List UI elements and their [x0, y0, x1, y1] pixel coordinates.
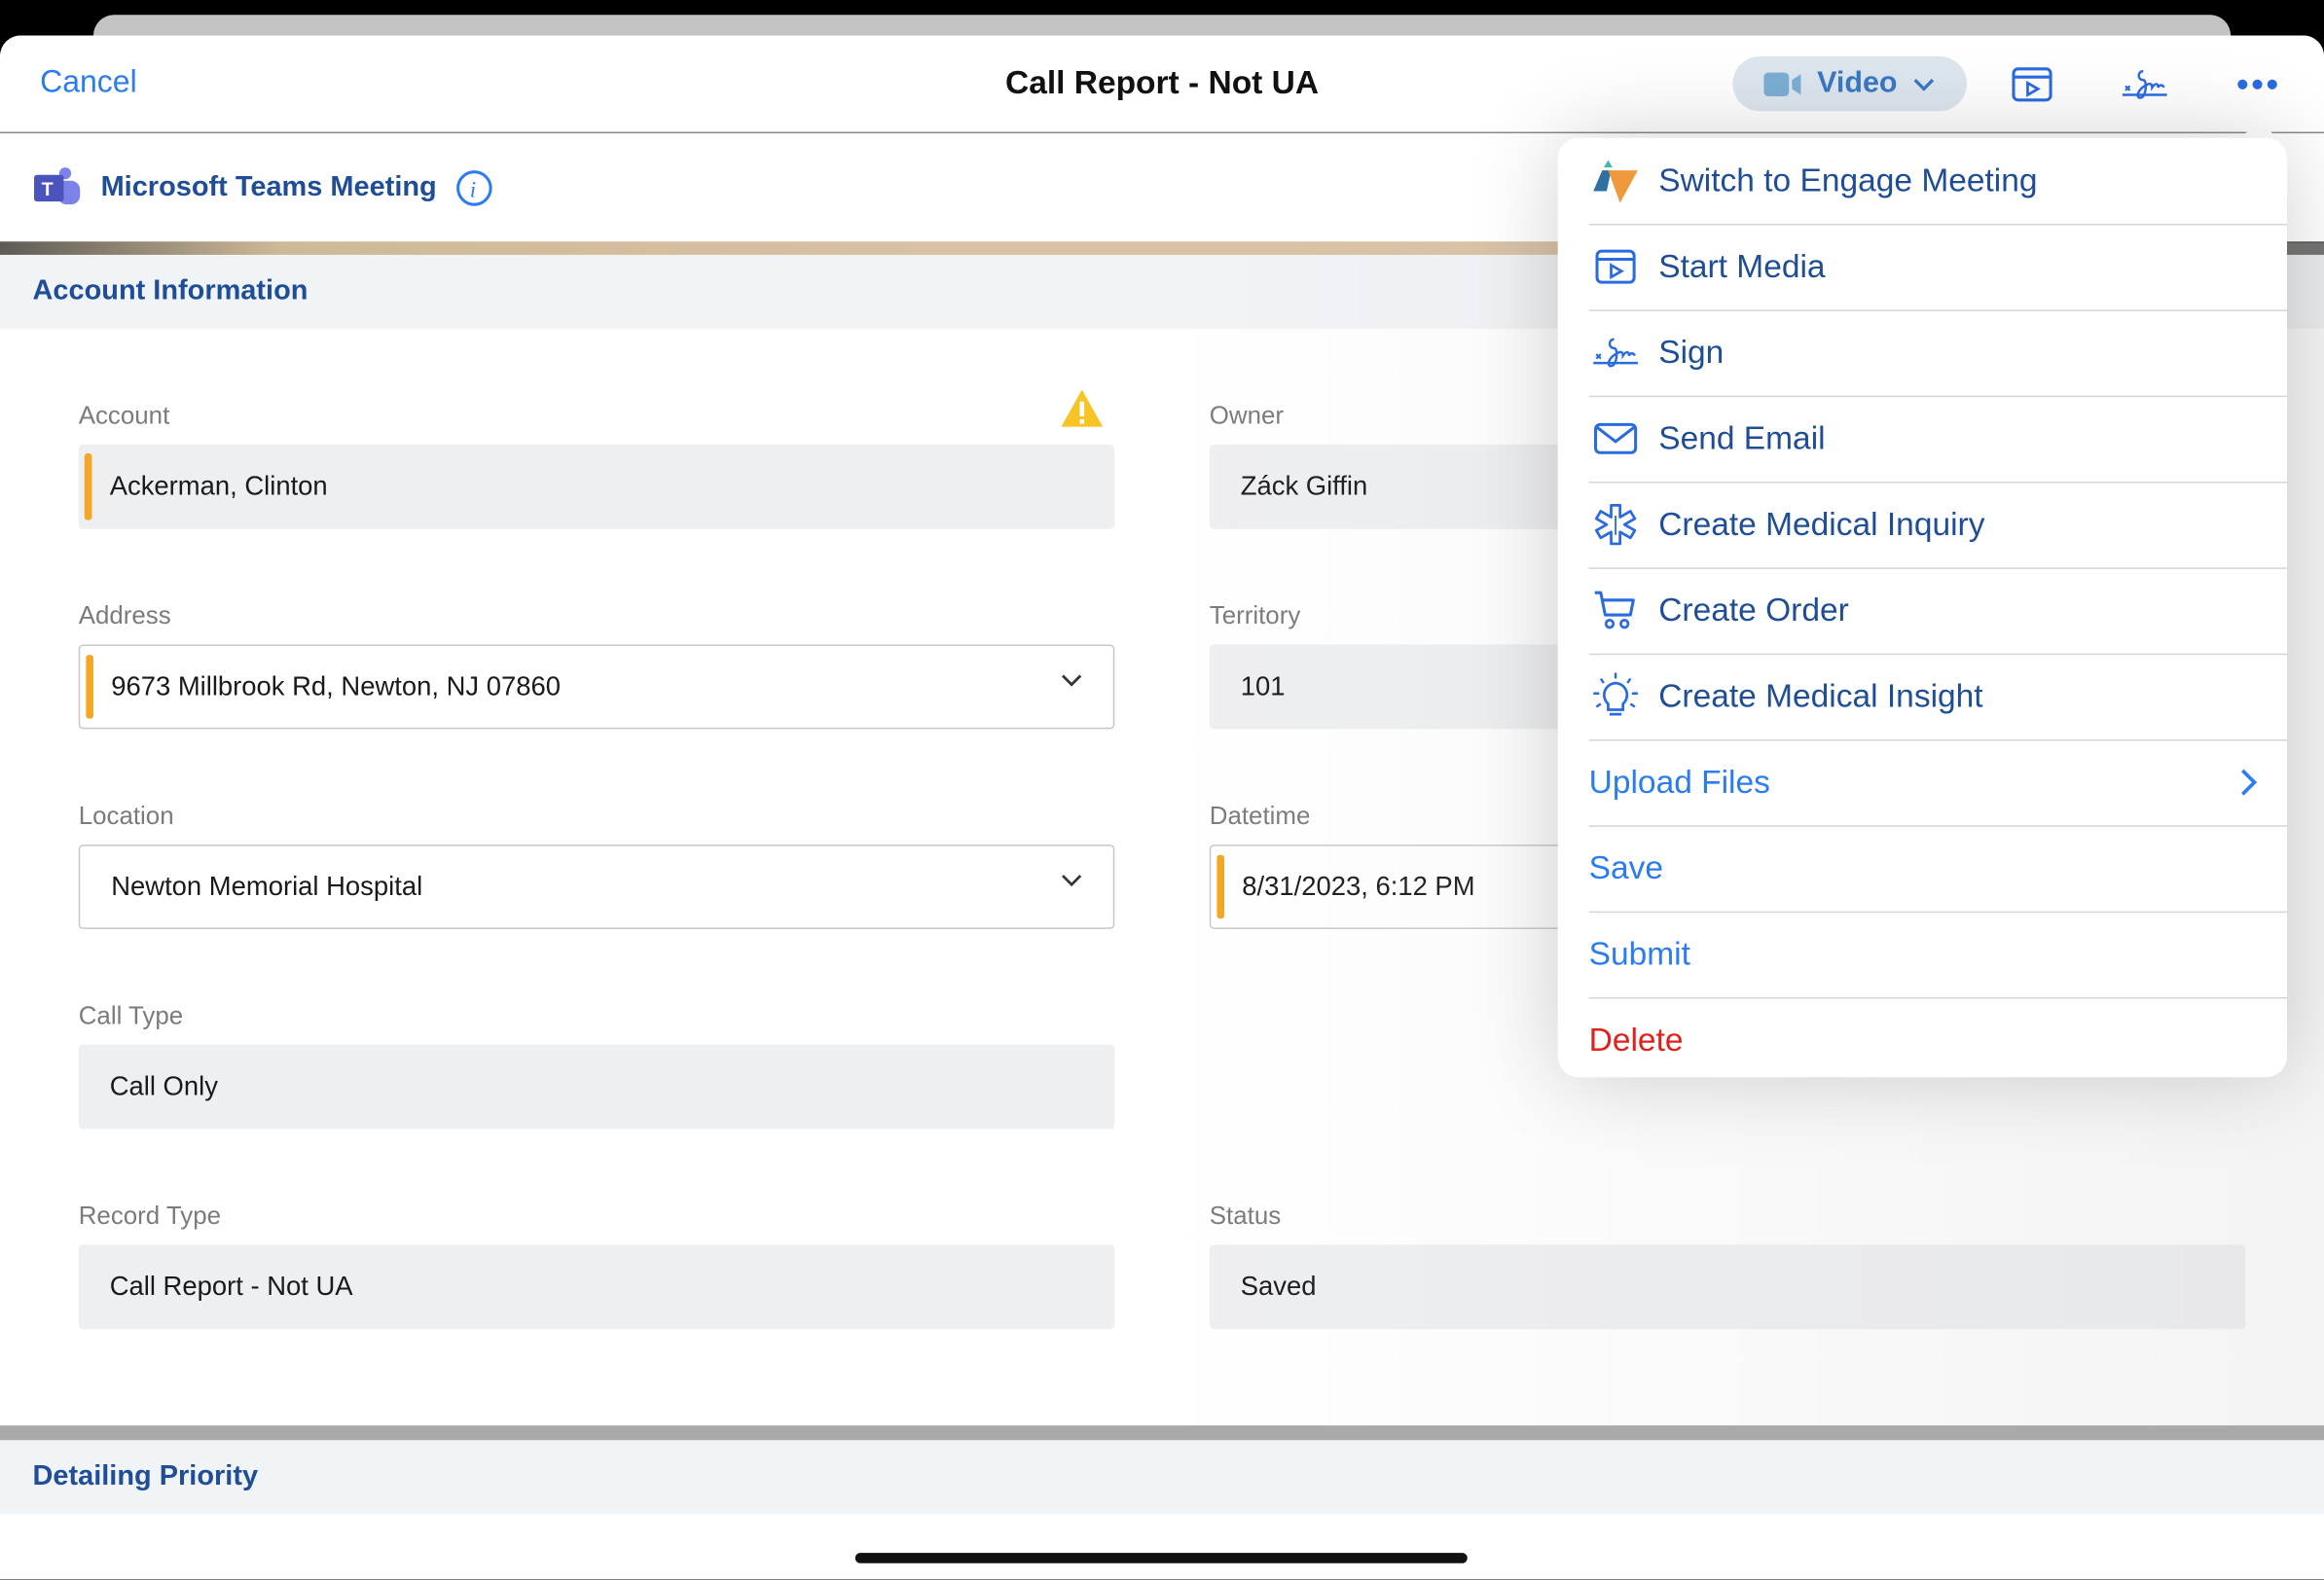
account-label: Account [78, 401, 170, 430]
menu-item-create-order[interactable]: Create Order [1588, 567, 2287, 656]
menu-item-switch-engage[interactable]: Switch to Engage Meeting [1588, 138, 2287, 226]
menu-item-label: Switch to Engage Meeting [1658, 162, 2038, 199]
menu-item-create-medical-inquiry[interactable]: Create Medical Inquiry [1588, 482, 2287, 569]
video-button[interactable]: Video [1732, 55, 1968, 112]
address-select[interactable]: 9673 Millbrook Rd, Newton, NJ 07860 [78, 644, 1115, 730]
menu-item-label: Delete [1588, 1021, 1684, 1059]
datetime-value: 8/31/2023, 6:12 PM [1242, 871, 1475, 901]
required-indicator [86, 655, 93, 719]
media-button[interactable] [2007, 59, 2057, 110]
owner-label: Owner [1209, 401, 1285, 430]
account-field[interactable]: Ackerman, Clinton [78, 444, 1115, 529]
menu-item-create-medical-insight[interactable]: Create Medical Insight [1588, 654, 2287, 741]
more-actions-menu: Switch to Engage Meeting Start Media Sig… [1557, 137, 2287, 1078]
chevron-down-icon [1062, 875, 1082, 887]
menu-item-upload-files[interactable]: Upload Files [1588, 739, 2287, 827]
section-title: Account Information [32, 275, 309, 307]
engage-icon [1593, 160, 1638, 203]
more-icon [2237, 79, 2277, 90]
record-type-label: Record Type [78, 1202, 222, 1231]
page-title: Call Report - Not UA [1004, 63, 1320, 101]
media-icon [2012, 67, 2052, 102]
location-value: Newton Memorial Hospital [111, 871, 423, 901]
section-divider [0, 1425, 2324, 1441]
svg-text:T: T [42, 178, 54, 199]
menu-item-label: Create Order [1658, 591, 1849, 628]
call-type-value: Call Only [109, 1071, 218, 1101]
menu-arrow [2234, 121, 2283, 143]
media-icon [1595, 249, 1636, 284]
account-value: Ackerman, Clinton [109, 471, 328, 501]
menu-item-label: Start Media [1658, 247, 1826, 285]
record-type-value: Call Report - Not UA [109, 1271, 353, 1302]
menu-item-label: Submit [1588, 935, 1690, 973]
menu-item-sign[interactable]: Sign [1588, 309, 2287, 398]
menu-item-label: Send Email [1658, 419, 1826, 457]
cancel-button[interactable]: Cancel [40, 65, 137, 100]
sign-button[interactable] [2120, 59, 2170, 110]
address-value: 9673 Millbrook Rd, Newton, NJ 07860 [111, 670, 561, 701]
medical-icon [1594, 503, 1637, 546]
chevron-down-icon [1062, 674, 1082, 687]
info-icon[interactable]: i [454, 168, 493, 207]
teams-meeting-label: Microsoft Teams Meeting [100, 170, 437, 202]
territory-label: Territory [1209, 601, 1301, 630]
chevron-right-icon [2241, 769, 2258, 796]
status-field: Saved [1209, 1244, 2246, 1330]
nav-bar: Cancel Call Report - Not UA Video [0, 35, 2324, 134]
section-detailing-priority: Detailing Priority [0, 1440, 2324, 1515]
menu-item-label: Save [1588, 848, 1664, 886]
teams-meeting-row: T Microsoft Teams Meeting i [0, 133, 2324, 241]
status-value: Saved [1240, 1271, 1317, 1302]
address-label: Address [78, 601, 171, 630]
menu-item-start-media[interactable]: Start Media [1588, 224, 2287, 311]
call-report-sheet: Cancel Call Report - Not UA Video T Micr… [0, 35, 2324, 1580]
required-indicator [84, 453, 92, 521]
location-select[interactable]: Newton Memorial Hospital [78, 844, 1115, 929]
signature-icon [2122, 69, 2167, 99]
video-label: Video [1817, 66, 1898, 100]
status-label: Status [1209, 1202, 1282, 1231]
call-type-field: Call Only [78, 1044, 1115, 1130]
territory-value: 101 [1240, 670, 1286, 701]
menu-item-save[interactable]: Save [1588, 825, 2287, 914]
menu-item-send-email[interactable]: Send Email [1588, 396, 2287, 484]
menu-item-delete[interactable]: Delete [1589, 997, 2287, 1083]
cart-icon [1594, 591, 1635, 629]
video-camera-icon [1763, 71, 1801, 96]
signature-icon [1593, 338, 1638, 368]
section-title: Detailing Priority [32, 1460, 259, 1492]
location-label: Location [78, 801, 174, 830]
menu-item-label: Create Medical Insight [1658, 677, 1983, 715]
menu-item-label: Create Medical Inquiry [1658, 505, 1985, 543]
more-button[interactable] [2233, 59, 2283, 110]
required-indicator [1216, 854, 1224, 919]
email-icon [1593, 422, 1638, 454]
owner-value: Záck Giffin [1240, 471, 1368, 501]
warning-icon [1061, 389, 1104, 427]
lightbulb-icon [1593, 672, 1638, 716]
home-indicator[interactable] [854, 1553, 1468, 1563]
svg-text:i: i [469, 177, 475, 201]
menu-item-label: Upload Files [1588, 763, 1770, 801]
chevron-down-icon [1913, 78, 1935, 90]
datetime-label: Datetime [1209, 801, 1311, 830]
record-type-field: Call Report - Not UA [78, 1244, 1115, 1330]
call-type-label: Call Type [78, 1001, 184, 1030]
microsoft-teams-icon: T [34, 166, 81, 204]
menu-item-label: Sign [1658, 333, 1725, 371]
menu-item-submit[interactable]: Submit [1588, 912, 2287, 999]
